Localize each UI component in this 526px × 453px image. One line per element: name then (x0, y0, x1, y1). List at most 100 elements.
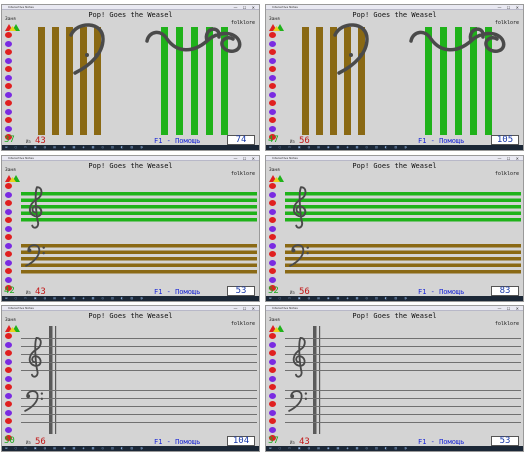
tool-gem-icon[interactable] (5, 333, 12, 339)
tool-gem-icon[interactable] (5, 401, 12, 407)
tool-gem-icon[interactable] (5, 225, 12, 232)
tool-gem-icon[interactable] (269, 108, 276, 115)
menu-label[interactable]: Заня (5, 168, 16, 173)
tool-gem-icon[interactable] (269, 74, 276, 81)
tool-gem-icon[interactable] (5, 259, 12, 266)
tool-gem-icon[interactable] (5, 91, 12, 98)
music-staff-area[interactable] (21, 23, 257, 136)
tool-gem-icon[interactable] (269, 40, 276, 47)
tool-gem-icon[interactable] (269, 418, 276, 424)
tool-gem-icon[interactable] (5, 375, 12, 382)
direction-arrows[interactable] (5, 324, 21, 332)
help-hint[interactable]: F1 - Помощь (418, 438, 465, 446)
taskbar-icons[interactable]: ⊞ ○ ▭ ▣ ◍ ▤ ◉ ▦ ◈ ▩ ◎ ▥ ◐ ▧ ◑ (5, 446, 146, 450)
tool-gem-icon[interactable] (269, 191, 276, 198)
tool-gem-icon[interactable] (5, 384, 12, 390)
tool-gem-icon[interactable] (5, 100, 12, 106)
music-staff-area[interactable] (21, 174, 257, 287)
tool-gem-icon[interactable] (269, 83, 276, 89)
tool-gem-icon[interactable] (269, 251, 276, 257)
window-controls[interactable]: — ☐ ✕ (497, 5, 521, 10)
menu-label[interactable]: Заня (269, 17, 280, 22)
direction-arrows[interactable] (5, 23, 21, 31)
tool-gem-icon[interactable] (269, 384, 276, 390)
tool-gem-icon[interactable] (5, 66, 12, 72)
tool-gem-icon[interactable] (5, 200, 12, 206)
tool-gem-icon[interactable] (269, 285, 276, 291)
tool-gem-icon[interactable] (5, 217, 12, 223)
tool-gem-icon[interactable] (5, 234, 12, 240)
tool-gem-icon[interactable] (269, 350, 276, 356)
tool-gem-icon[interactable] (5, 409, 12, 416)
tool-gem-icon[interactable] (269, 268, 276, 274)
direction-arrows[interactable] (269, 324, 285, 332)
tool-gem-icon[interactable] (5, 183, 12, 189)
tool-gem-icon[interactable] (269, 217, 276, 223)
tool-gem-icon[interactable] (269, 259, 276, 266)
menu-label[interactable]: Заня (5, 17, 16, 22)
tool-gem-icon[interactable] (5, 108, 12, 115)
taskbar-icons[interactable]: ⊞ ○ ▭ ▣ ◍ ▤ ◉ ▦ ◈ ▩ ◎ ▥ ◐ ▧ ◑ (269, 296, 410, 300)
tool-gem-icon[interactable] (5, 208, 12, 215)
taskbar-icons[interactable]: ⊞ ○ ▭ ▣ ◍ ▤ ◉ ▦ ◈ ▩ ◎ ▥ ◐ ▧ ◑ (269, 145, 410, 149)
tool-gem-icon[interactable] (269, 367, 276, 373)
tool-gem-icon[interactable] (269, 49, 276, 55)
window-controls[interactable]: — ☐ ✕ (233, 5, 257, 10)
tool-gem-icon[interactable] (5, 426, 12, 433)
tool-gem-icon[interactable] (269, 375, 276, 382)
tool-gem-icon[interactable] (269, 208, 276, 215)
window-controls[interactable]: — ☐ ✕ (497, 156, 521, 161)
tool-gem-icon[interactable] (5, 125, 12, 132)
tool-gem-icon[interactable] (5, 40, 12, 47)
tool-gem-icon[interactable] (269, 91, 276, 98)
menu-label[interactable]: Заня (269, 168, 280, 173)
tool-gem-icon[interactable] (5, 341, 12, 348)
tool-gem-icon[interactable] (269, 134, 276, 140)
tool-gem-icon[interactable] (5, 276, 12, 283)
tool-gem-icon[interactable] (5, 49, 12, 55)
menu-label[interactable]: Заня (5, 318, 16, 323)
tool-gem-icon[interactable] (269, 333, 276, 339)
tool-gem-icon[interactable] (269, 426, 276, 433)
direction-arrows[interactable] (269, 174, 285, 182)
tool-gem-icon[interactable] (269, 125, 276, 132)
taskbar-icons[interactable]: ⊞ ○ ▭ ▣ ◍ ▤ ◉ ▦ ◈ ▩ ◎ ▥ ◐ ▧ ◑ (5, 145, 146, 149)
tool-gem-icon[interactable] (5, 350, 12, 356)
direction-arrows[interactable] (5, 174, 21, 182)
tool-gem-icon[interactable] (5, 285, 12, 291)
window-controls[interactable]: — ☐ ✕ (497, 306, 521, 311)
menu-label[interactable]: Заня (269, 318, 280, 323)
window-controls[interactable]: — ☐ ✕ (233, 306, 257, 311)
tool-gem-icon[interactable] (269, 200, 276, 206)
tool-gem-icon[interactable] (269, 66, 276, 72)
tool-gem-icon[interactable] (5, 358, 12, 365)
tool-gem-icon[interactable] (5, 242, 12, 249)
tool-gem-icon[interactable] (5, 117, 12, 123)
tool-gem-icon[interactable] (269, 225, 276, 232)
tool-gem-icon[interactable] (5, 57, 12, 64)
tool-gem-icon[interactable] (269, 183, 276, 189)
tool-gem-icon[interactable] (5, 435, 12, 441)
tool-gem-icon[interactable] (269, 409, 276, 416)
music-staff-area[interactable] (21, 324, 257, 437)
music-staff-area[interactable] (285, 174, 521, 287)
window-controls[interactable]: — ☐ ✕ (233, 156, 257, 161)
tool-gem-icon[interactable] (269, 435, 276, 441)
tool-gem-icon[interactable] (269, 57, 276, 64)
tool-gem-icon[interactable] (269, 117, 276, 123)
tool-gem-icon[interactable] (269, 341, 276, 348)
tool-gem-icon[interactable] (5, 134, 12, 140)
tool-gem-icon[interactable] (269, 234, 276, 240)
tool-gem-icon[interactable] (5, 32, 12, 38)
tool-gem-icon[interactable] (5, 83, 12, 89)
taskbar-icons[interactable]: ⊞ ○ ▭ ▣ ◍ ▤ ◉ ▦ ◈ ▩ ◎ ▥ ◐ ▧ ◑ (5, 296, 146, 300)
tool-gem-icon[interactable] (5, 74, 12, 81)
taskbar-icons[interactable]: ⊞ ○ ▭ ▣ ◍ ▤ ◉ ▦ ◈ ▩ ◎ ▥ ◐ ▧ ◑ (269, 446, 410, 450)
tool-gem-icon[interactable] (269, 32, 276, 38)
music-staff-area[interactable] (285, 23, 521, 136)
tool-gem-icon[interactable] (269, 242, 276, 249)
tool-gem-icon[interactable] (5, 268, 12, 274)
tool-gem-icon[interactable] (269, 392, 276, 399)
tool-gem-icon[interactable] (5, 392, 12, 399)
tool-gem-icon[interactable] (5, 367, 12, 373)
